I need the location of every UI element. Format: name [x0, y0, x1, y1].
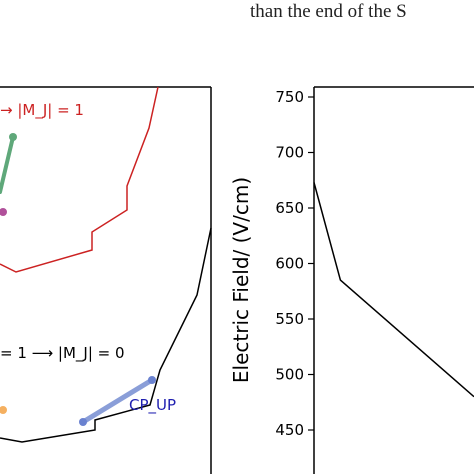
green-point: [9, 133, 17, 141]
y-tick-label: 700: [275, 144, 304, 162]
right-chart: 450 500 550 600 650 700 750 Electric Field/ (V…: [229, 86, 474, 474]
y-tick-label: 450: [275, 421, 304, 439]
orange-point: [0, 406, 7, 414]
electric-field-line: [313, 182, 474, 398]
blue-point-end: [148, 376, 156, 384]
black-annotation: = 1 ⟶ |M_J| = 0: [0, 344, 125, 363]
blue-point-start: [79, 418, 87, 426]
y-axis-label: Electric Field/ (V/cm): [229, 177, 253, 383]
purple-point: [0, 208, 7, 216]
red-boundary-curve: [0, 86, 159, 273]
y-tick-label: 550: [275, 310, 304, 328]
cp-up-label: CP_UP: [129, 396, 176, 415]
y-ticks: 450 500 550 600 650 700 750: [275, 88, 314, 439]
blue-trajectory: [80, 377, 155, 425]
y-tick-label: 650: [275, 199, 304, 217]
y-tick-label: 600: [275, 255, 304, 273]
left-panel: → |M_J| = 1 = 1 ⟶ |M_J| = 0 CP_UP: [0, 86, 212, 474]
y-tick-label: 500: [275, 366, 304, 384]
body-text-snippet: than the end of the S: [250, 1, 407, 22]
green-trajectory: [0, 135, 15, 194]
red-annotation: → |M_J| = 1: [0, 101, 84, 120]
black-boundary-curve: [0, 227, 212, 443]
y-tick-label: 750: [275, 88, 304, 106]
